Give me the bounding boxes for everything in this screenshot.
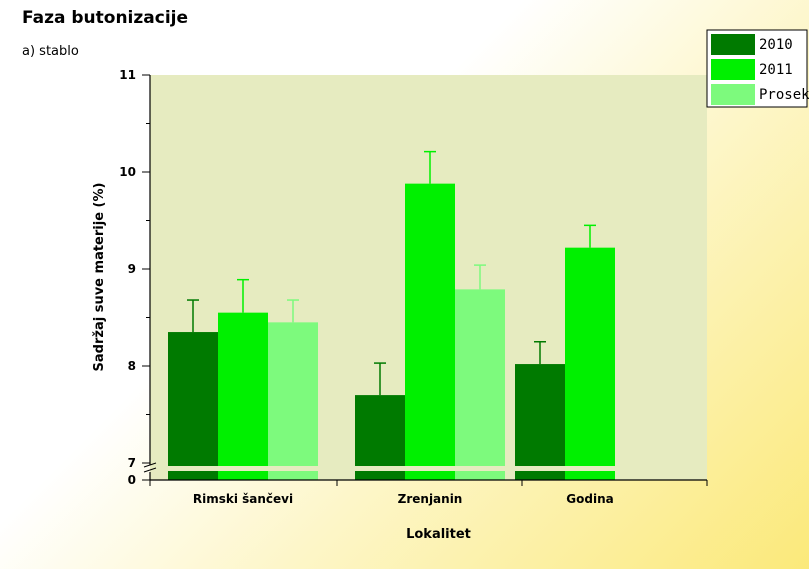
- bar: [168, 332, 218, 480]
- bar: [515, 364, 565, 480]
- chart-subtitle: a) stablo: [22, 44, 79, 59]
- axis-break-mark: [143, 467, 157, 473]
- bar: [218, 312, 268, 480]
- y-tick-label: 7: [128, 456, 136, 470]
- legend-swatch: [711, 34, 755, 55]
- y-axis-title: Sadržaj suve materije (%): [92, 183, 107, 372]
- legend-label: 2010: [759, 37, 793, 53]
- axes: 7 8 9 10 11 0 Rimski šančevi Zrenjanin Godina Lok…: [92, 68, 708, 542]
- chart-title: Faza butonizacije: [22, 8, 189, 28]
- y-tick-label: 0: [128, 473, 136, 487]
- y-tick-label: 8: [128, 359, 136, 373]
- bar: [565, 247, 615, 480]
- legend-swatch: [711, 84, 755, 105]
- legend-label: 2011: [759, 62, 793, 78]
- bar: [405, 183, 455, 480]
- bar: [268, 322, 318, 480]
- plot-area: [150, 75, 707, 480]
- x-tick-label: Rimski šančevi: [193, 492, 293, 506]
- x-tick-label: Godina: [566, 492, 613, 506]
- axis-break-band: [151, 466, 707, 471]
- x-tick-label: Zrenjanin: [398, 492, 463, 506]
- y-tick-label: 11: [119, 68, 136, 82]
- y-tick-label: 9: [128, 262, 136, 276]
- legend: 2010 2011 Prosek: [706, 29, 809, 108]
- axis-break-mark: [143, 462, 157, 468]
- legend-label: Prosek: [759, 87, 809, 103]
- bar: [455, 289, 505, 480]
- y-tick-label: 10: [119, 165, 136, 179]
- legend-swatch: [711, 59, 755, 80]
- x-axis-title: Lokalitet: [406, 527, 471, 542]
- bar: [355, 395, 405, 480]
